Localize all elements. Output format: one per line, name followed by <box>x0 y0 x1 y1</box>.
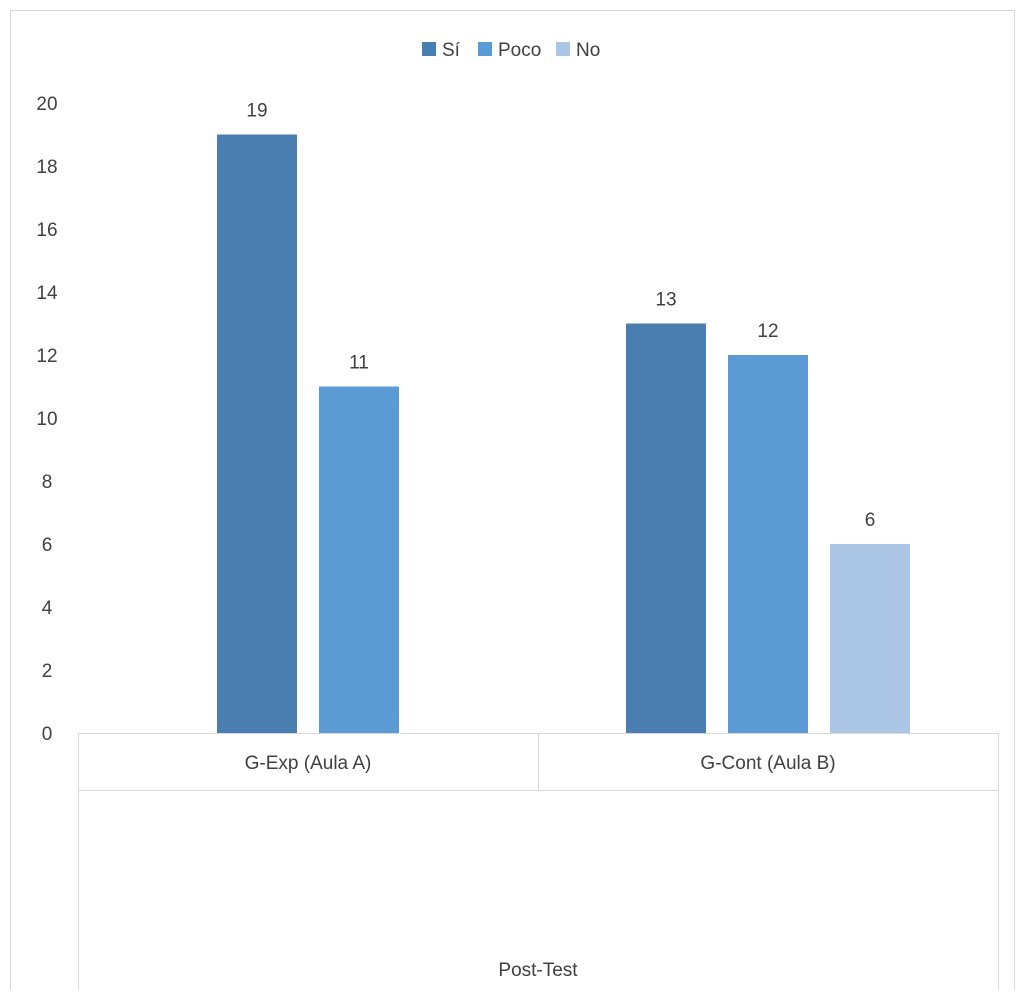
data-label: 6 <box>865 510 876 531</box>
bar <box>830 544 910 733</box>
y-tick-label: 14 <box>36 283 58 304</box>
data-label: 11 <box>349 353 369 374</box>
y-tick-label: 2 <box>42 661 53 682</box>
legend-label: No <box>576 40 600 61</box>
y-axis: 0 2 4 6 8 10 12 14 16 18 20 <box>36 94 58 745</box>
x-group-label: Post-Test <box>498 960 578 981</box>
y-tick-label: 4 <box>42 598 53 619</box>
bars: 19 11 13 12 6 <box>217 101 910 733</box>
legend-swatch <box>422 42 436 56</box>
bar <box>626 323 706 733</box>
y-tick-label: 6 <box>42 535 53 556</box>
legend: Sí Poco No <box>422 40 600 61</box>
legend-swatch <box>556 42 570 56</box>
x-tick-label: G-Cont (Aula B) <box>700 753 835 774</box>
y-tick-label: 0 <box>42 724 53 745</box>
data-label: 19 <box>246 101 267 122</box>
x-tick-label: G-Exp (Aula A) <box>245 753 372 774</box>
y-tick-label: 12 <box>36 346 57 367</box>
bar <box>319 386 399 733</box>
data-label: 13 <box>655 290 676 311</box>
chart-border <box>10 10 1015 991</box>
bar <box>217 134 297 733</box>
y-tick-label: 18 <box>36 157 57 178</box>
y-tick-label: 20 <box>36 94 57 115</box>
legend-label: Sí <box>442 40 461 61</box>
y-tick-label: 16 <box>36 220 57 241</box>
y-tick-label: 8 <box>42 472 53 493</box>
bar <box>728 355 808 733</box>
x-axis: G-Exp (Aula A) G-Cont (Aula B) Post-Test <box>78 733 999 990</box>
legend-label: Poco <box>498 40 541 61</box>
data-label: 12 <box>757 321 778 342</box>
legend-swatch <box>478 42 492 56</box>
y-tick-label: 10 <box>36 409 57 430</box>
